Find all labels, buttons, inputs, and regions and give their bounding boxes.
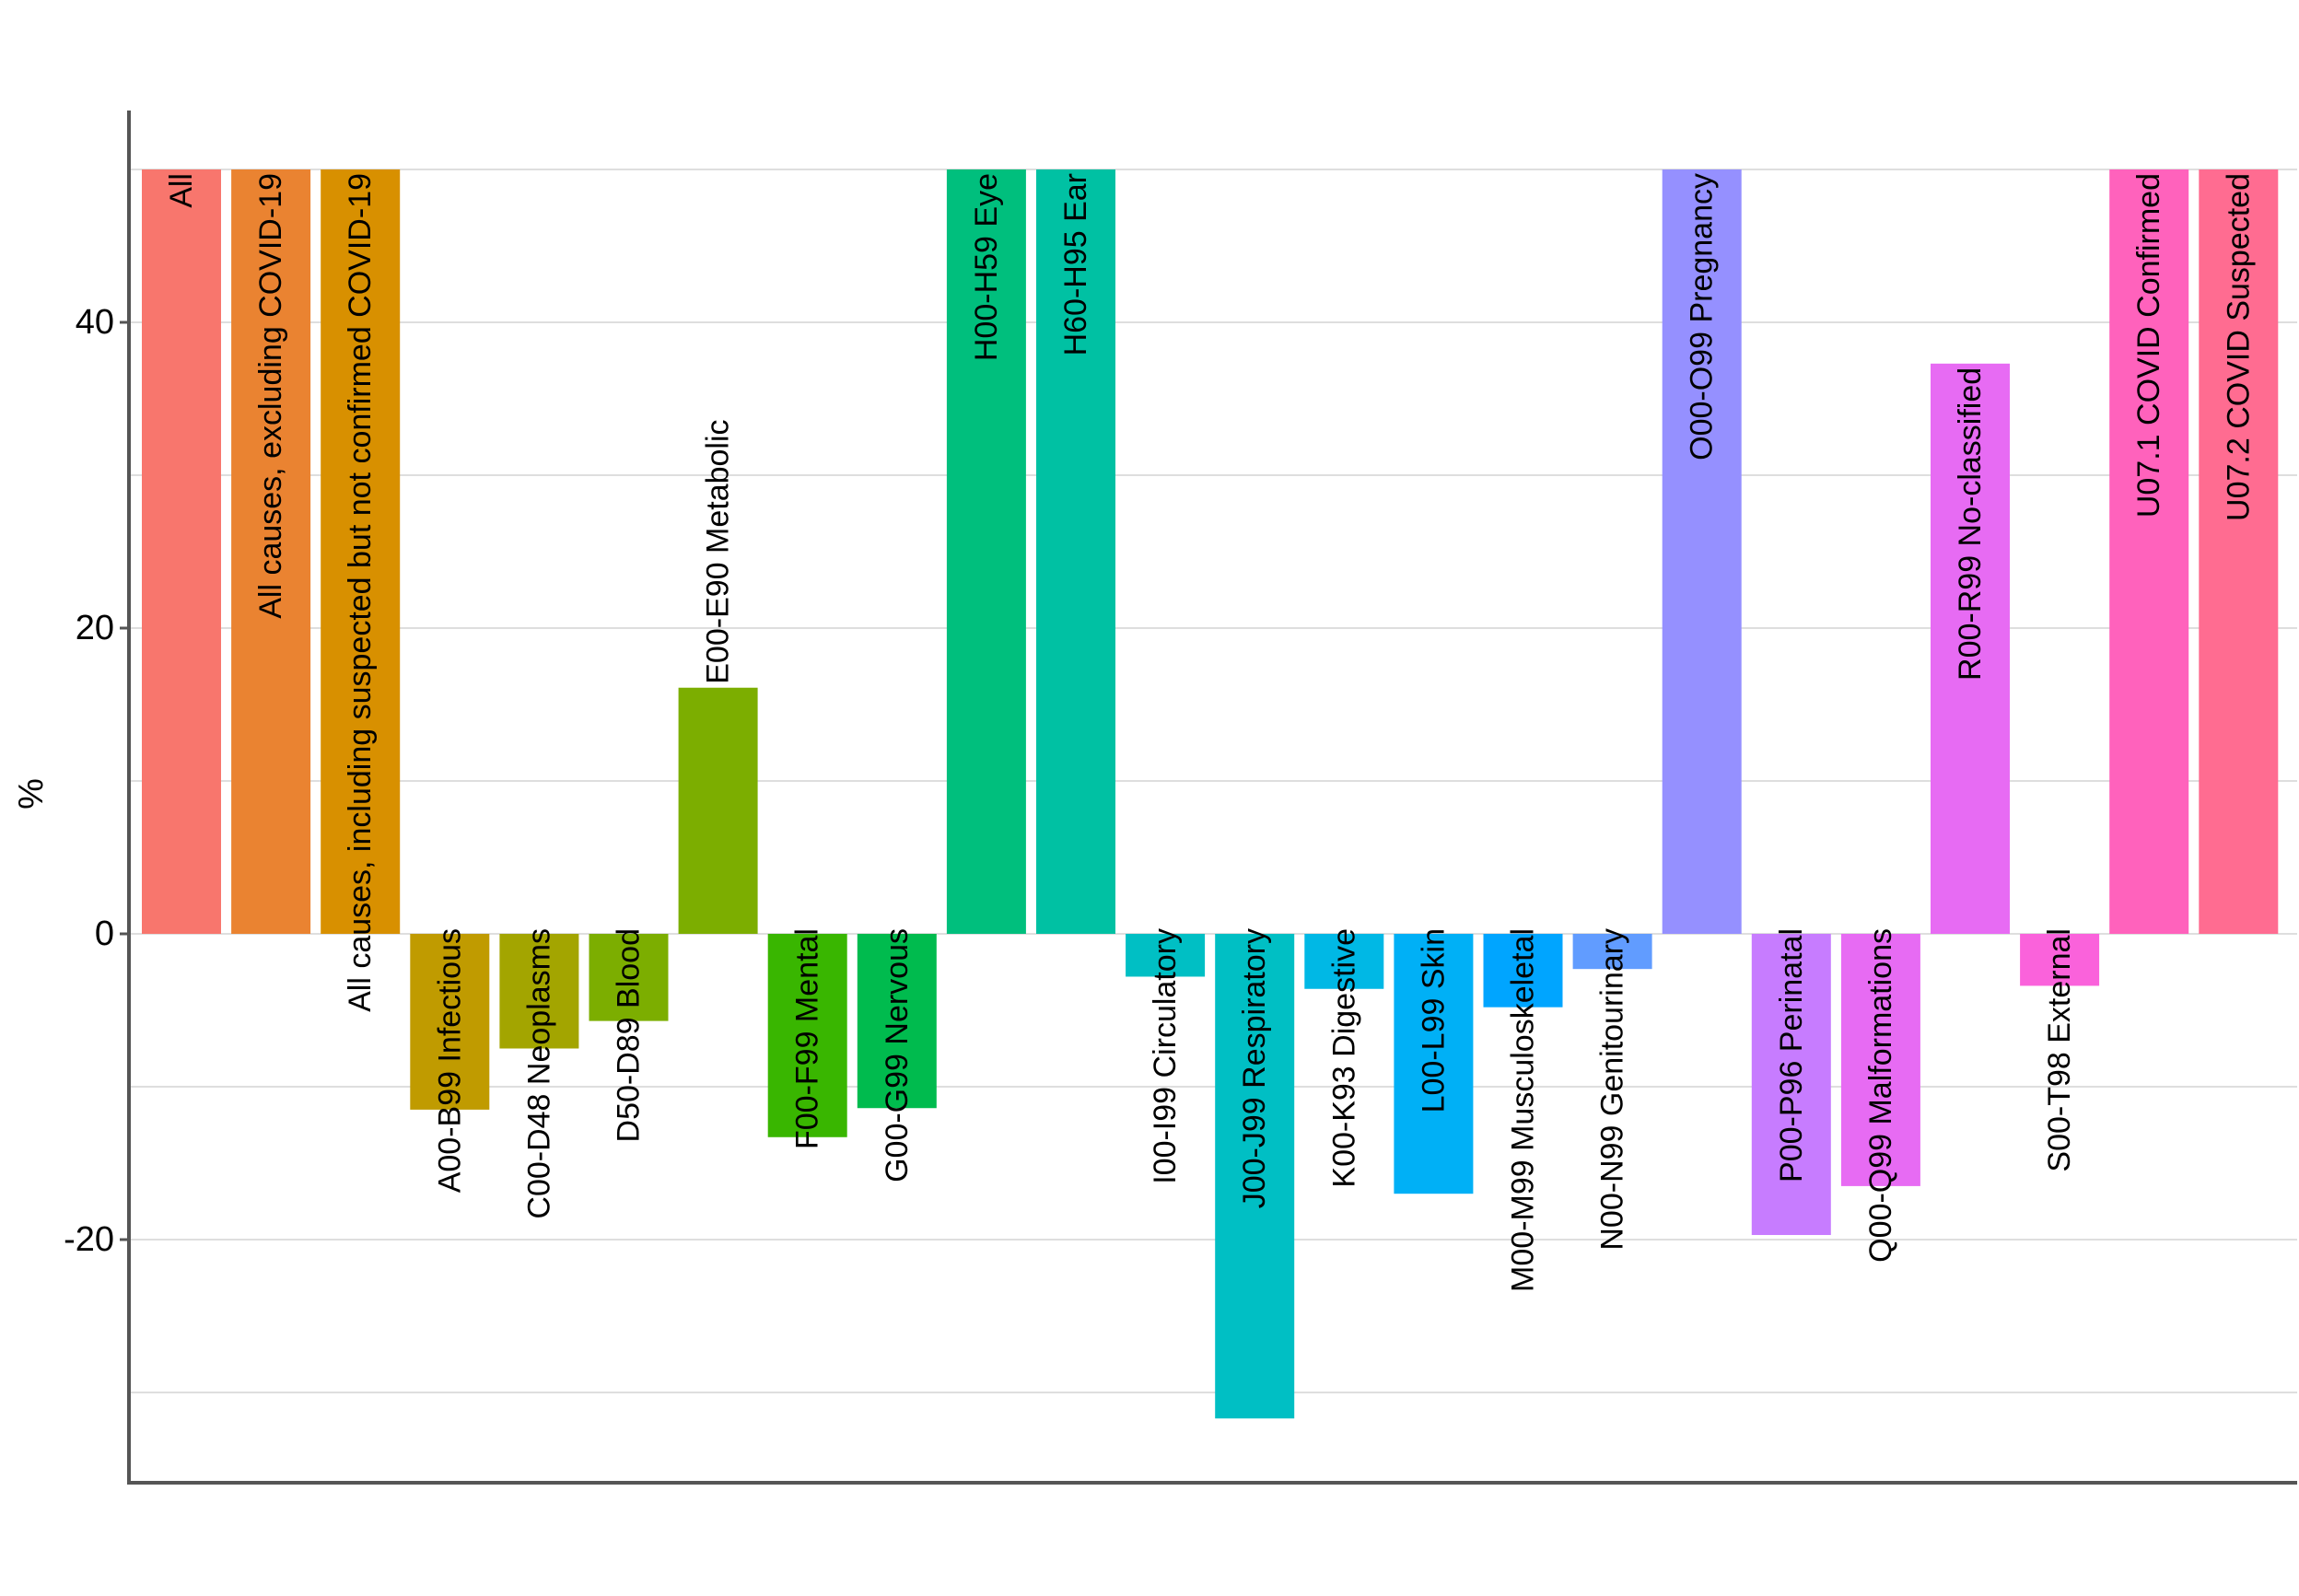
bar [1126,934,1206,977]
bar-label: H00-H59 Eye [969,173,1004,361]
bar-label: Q00-Q99 Malformations [1863,928,1898,1263]
bar-label: N00-N99 Genitourinary [1595,928,1630,1251]
bar [1931,363,2010,934]
bar-label: A00-B99 Infectious [432,928,467,1193]
bar [1483,934,1563,1008]
bar-label: All [164,173,199,208]
y-tick-label: 0 [95,914,114,953]
bar-labels: All All causes, excluding COVID-19 All cau… [164,173,2256,1292]
bar [1572,934,1652,970]
axes: -20 0 20 40% [12,111,2297,1485]
bar [767,934,847,1137]
bar-label: S00-T98 External [2042,928,2077,1172]
bar [1662,169,1742,934]
bar [2109,169,2189,934]
bar [1394,934,1474,1194]
bar [231,169,311,934]
bar-label: O00-O99 Pregnancy [1685,173,1720,460]
bar [1036,169,1115,934]
y-tick-label: -20 [64,1220,114,1259]
bar-label: I00-I99 Circulatory [1148,928,1183,1184]
bar-label: All causes, excluding COVID-19 [253,173,288,619]
bar-label: M00-M99 Musculoskeletal [1506,928,1541,1292]
bar [410,934,490,1110]
bar [946,169,1026,934]
bars [142,169,2279,1419]
bar [678,687,758,934]
bar-label: U07.2 COVID Suspected [2221,173,2256,521]
bar-label: H60-H95 Ear [1058,173,1093,355]
bar-label: R00-R99 No-classified [1953,367,1988,681]
bar [857,934,937,1109]
y-axis-title: % [12,778,51,810]
bar-label: G00-G99 Nervous [880,928,915,1182]
bar-label: U07.1 COVID Confirmed [2131,173,2166,518]
gridlines [129,169,2297,1393]
bar [2020,934,2100,986]
bar [1304,934,1384,989]
y-tick-label: 20 [76,609,114,647]
bar-label: J00-J99 Respiratory [1237,928,1272,1208]
bar-label: C00-D48 Neoplasms [521,928,556,1219]
bar-label: All causes, including suspected but not … [343,173,378,1012]
bar-label: E00-E90 Metabolic [701,419,736,683]
bar-label: K00-K93 Digestive [1326,928,1361,1188]
bar [499,934,579,1049]
bar [2199,169,2279,934]
bar-label: F00-F99 Mental [790,928,825,1149]
bar [589,934,669,1021]
bar [1215,934,1295,1419]
bar [1751,934,1831,1236]
bar [321,169,401,934]
y-tick-label: 40 [76,303,114,342]
bar [142,169,221,934]
bar-label: L00-L99 Skin [1416,928,1451,1113]
bar-label: P00-P96 Perinatal [1774,928,1809,1182]
bar [1840,934,1920,1186]
bar-label: D50-D89 Blood [612,928,647,1142]
